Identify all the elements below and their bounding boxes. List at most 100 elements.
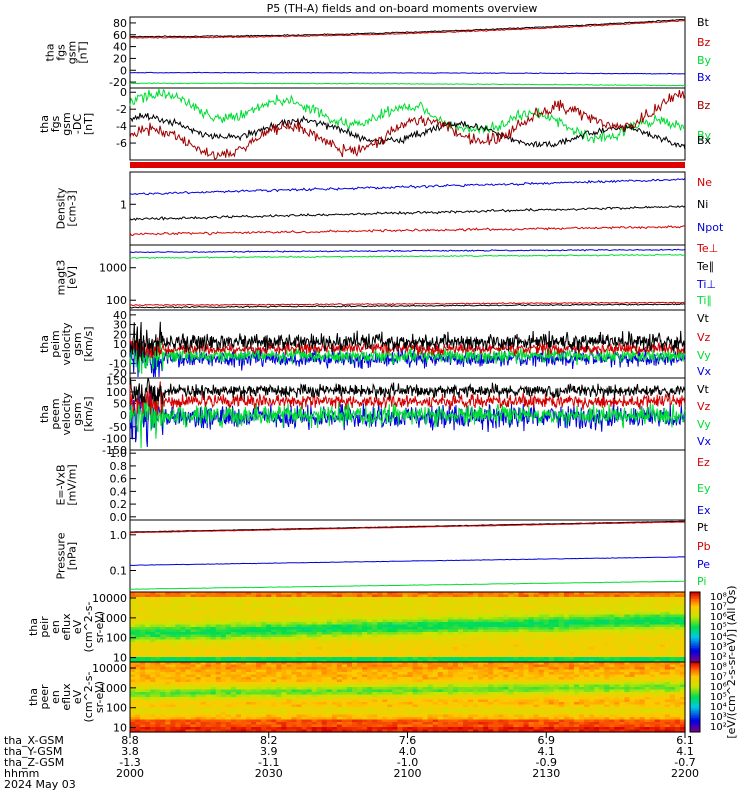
heat-cell (205, 647, 212, 651)
heat-cell (321, 652, 328, 656)
heat-cell (614, 592, 621, 596)
heat-cell (160, 664, 166, 668)
heat-cell (533, 632, 540, 636)
heat-cell (382, 664, 388, 668)
heat-cell (220, 619, 227, 623)
heat-cell (422, 619, 429, 623)
heat-cell (301, 664, 308, 668)
heat-cell (397, 649, 404, 653)
heat-cell (230, 682, 237, 686)
heat-cell (473, 602, 479, 606)
heat-cell (392, 674, 399, 678)
heat-cell (341, 619, 348, 623)
heat-cell (130, 602, 136, 606)
panel-3-ytick-1: 100 (106, 294, 127, 307)
heat-cell (422, 639, 429, 643)
heat-cell (508, 602, 515, 606)
heat-cell (200, 677, 207, 681)
heat-cell (639, 649, 646, 653)
heat-cell (316, 629, 323, 633)
heat-cell (422, 627, 429, 631)
heat-cell (412, 712, 419, 716)
heat-cell (493, 629, 499, 633)
heat-cell (261, 619, 267, 623)
heat-cell (316, 722, 323, 726)
heat-cell (215, 619, 222, 623)
heat-cell (130, 729, 136, 733)
heat-cell (180, 622, 187, 626)
heat-cell (341, 622, 348, 626)
heat-cell (478, 592, 484, 596)
heat-cell (437, 704, 444, 708)
heat-cell (442, 632, 449, 636)
heat-cell (427, 654, 434, 658)
heat-cell (649, 594, 656, 598)
heat-cell (427, 609, 434, 613)
heat-cell (644, 627, 651, 631)
heat-cell (412, 654, 419, 658)
heat-cell (674, 639, 681, 643)
heat-cell (412, 714, 419, 718)
heat-cell (130, 682, 136, 686)
heat-cell (352, 699, 358, 703)
heat-cell (205, 697, 212, 701)
heat-cell (261, 604, 267, 608)
heat-cell (241, 687, 247, 691)
heat-cell (528, 657, 535, 661)
heat-cell (412, 684, 419, 688)
heat-cell (160, 659, 166, 663)
heat-cell (251, 639, 257, 643)
heat-cell (316, 612, 323, 616)
heat-cell (291, 627, 298, 631)
heat-cell (311, 702, 318, 706)
heat-cell (175, 657, 182, 661)
heat-cell (225, 612, 232, 616)
heat-cell (609, 592, 615, 596)
heat-cell (281, 672, 288, 676)
heat-cell (432, 729, 439, 733)
heat-cell (452, 639, 459, 643)
heat-cell (210, 689, 217, 693)
heat-cell (362, 629, 368, 633)
heat-cell (473, 637, 479, 641)
heat-cell (639, 634, 646, 638)
heat-cell (246, 717, 252, 721)
heat-cell (372, 657, 378, 661)
heat-cell (669, 597, 676, 601)
heat-cell (321, 692, 328, 696)
heat-cell (276, 724, 282, 728)
heat-cell (165, 614, 171, 618)
heat-cell (362, 599, 368, 603)
heat-cell (135, 659, 141, 663)
heat-cell (553, 609, 560, 613)
heat-cell (251, 654, 257, 658)
heat-cell (331, 707, 338, 711)
heat-cell (402, 699, 409, 703)
heat-cell (447, 592, 454, 596)
heat-cell (427, 592, 434, 596)
heat-cell (251, 672, 257, 676)
heat-cell (387, 684, 393, 688)
heat-cell (286, 619, 293, 623)
heat-cell (392, 687, 399, 691)
heat-cell (276, 642, 282, 646)
heat-cell (493, 632, 499, 636)
heat-cell (422, 722, 429, 726)
heat-cell (140, 614, 146, 618)
heat-cell (145, 599, 151, 603)
heat-cell (452, 647, 459, 651)
panel-0-ylabel-3: [nT] (77, 41, 90, 63)
heat-cell (160, 704, 166, 708)
heat-cell (437, 694, 444, 698)
heat-cell (604, 624, 610, 628)
panel-frame-2 (129, 171, 686, 246)
heat-cell (135, 704, 141, 708)
heat-cell (346, 594, 353, 598)
heat-cell (488, 652, 494, 656)
heat-cell (316, 714, 323, 718)
heat-cell (205, 712, 212, 716)
heat-cell (291, 654, 298, 658)
heat-cell (271, 637, 277, 641)
heat-cell (261, 662, 267, 666)
heat-cell (165, 719, 171, 723)
